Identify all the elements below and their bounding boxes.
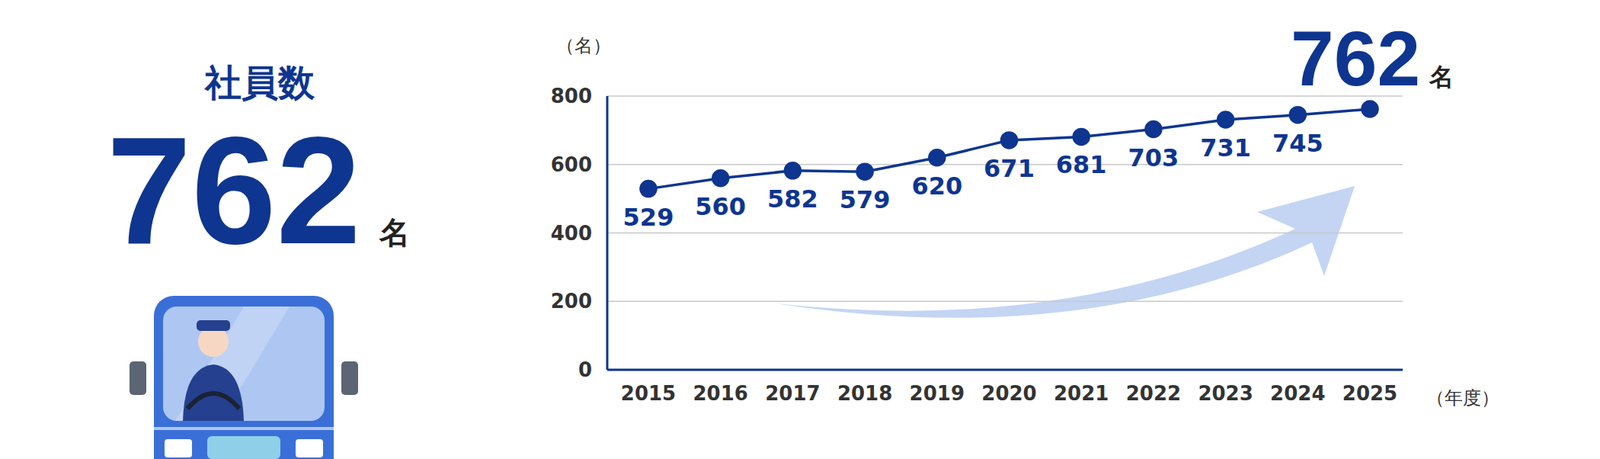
svg-text:400: 400 [550, 221, 592, 245]
svg-text:2017: 2017 [764, 381, 820, 405]
svg-text:2015: 2015 [620, 381, 676, 405]
html-text:名: 名 [1429, 62, 1454, 92]
svg-text:560: 560 [694, 192, 746, 221]
svg-text:2020: 2020 [981, 381, 1037, 405]
svg-text:731: 731 [1200, 133, 1252, 163]
html-text:（名）: （名） [556, 35, 612, 57]
svg-text:800: 800 [550, 84, 592, 108]
svg-text:620: 620 [911, 171, 963, 201]
svg-text:200: 200 [550, 289, 592, 313]
svg-text:0: 0 [578, 358, 592, 381]
html-text:（年度）: （年度） [1426, 387, 1500, 409]
svg-text:579: 579 [839, 185, 891, 215]
svg-text:2025: 2025 [1342, 381, 1398, 405]
svg-text:2022: 2022 [1126, 381, 1181, 405]
svg-text:2021: 2021 [1053, 381, 1109, 405]
svg-text:2019: 2019 [909, 381, 965, 405]
svg-text:2024: 2024 [1270, 381, 1325, 405]
svg-text:529: 529 [623, 202, 675, 232]
svg-text:745: 745 [1272, 128, 1324, 158]
svg-text:600: 600 [550, 153, 592, 176]
html-text:名: 名 [379, 214, 410, 250]
svg-text:703: 703 [1128, 143, 1180, 173]
svg-text:2023: 2023 [1197, 381, 1253, 405]
svg-text:681: 681 [1056, 150, 1108, 180]
svg-text:2018: 2018 [837, 381, 893, 405]
svg-text:671: 671 [983, 153, 1035, 183]
html-text:社員数: 社員数 [204, 60, 315, 104]
svg-text:2016: 2016 [693, 381, 749, 405]
html-text:762: 762 [106, 105, 361, 276]
svg-text:582: 582 [767, 184, 819, 214]
html-text:762: 762 [1290, 15, 1421, 103]
